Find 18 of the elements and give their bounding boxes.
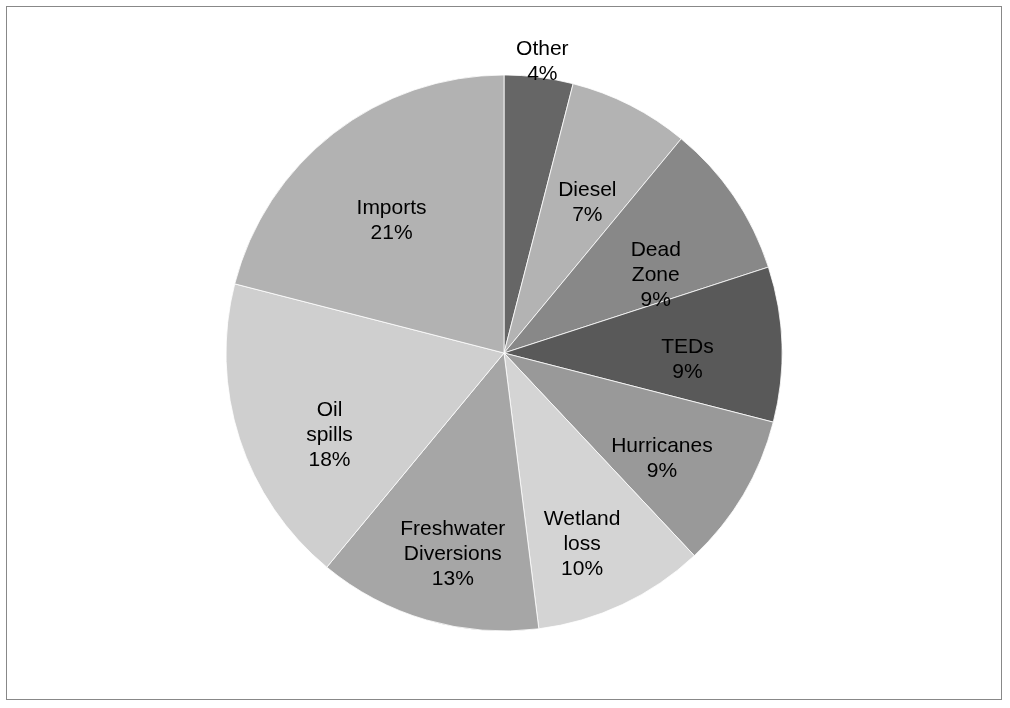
slice-label: Oil spills bbox=[306, 396, 353, 445]
slice-label: Imports bbox=[356, 195, 427, 219]
slice-label: Diesel bbox=[558, 176, 617, 200]
slice-label: Hurricanes bbox=[611, 433, 713, 457]
slice-label: Other bbox=[516, 36, 569, 60]
data-label: 4% bbox=[527, 61, 558, 85]
data-label: 9% bbox=[672, 359, 703, 383]
slice-label: TEDs bbox=[661, 334, 714, 358]
data-label: 18% bbox=[308, 446, 351, 470]
data-label: 9% bbox=[646, 458, 678, 482]
slice-label: Wetland loss bbox=[543, 506, 621, 555]
slice-label: Dead Zone bbox=[630, 236, 681, 285]
slice-label: Freshwater Diversions bbox=[400, 516, 506, 565]
data-label: 21% bbox=[370, 220, 413, 244]
data-label: 10% bbox=[561, 556, 604, 580]
data-label: 7% bbox=[572, 201, 603, 225]
data-label: 9% bbox=[640, 286, 671, 310]
data-label: 13% bbox=[431, 566, 474, 590]
